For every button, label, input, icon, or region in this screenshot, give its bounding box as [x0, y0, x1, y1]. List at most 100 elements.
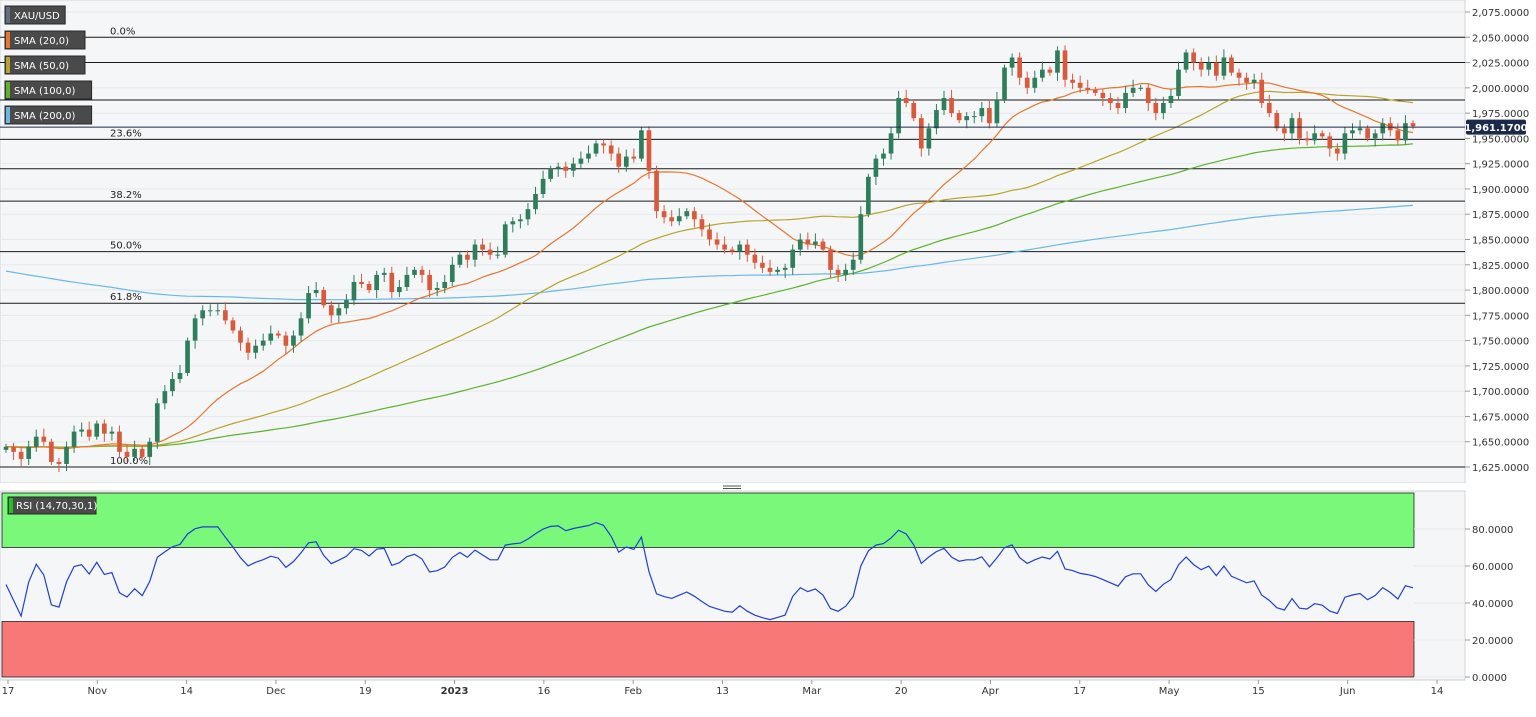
candle	[586, 145, 591, 163]
candle	[139, 445, 145, 460]
legend-item[interactable]: SMA (100,0)	[4, 80, 93, 100]
candle	[881, 148, 886, 166]
candle	[510, 217, 516, 233]
time-tick-label: 20	[895, 686, 908, 697]
candle	[1312, 125, 1317, 145]
candle	[344, 294, 349, 315]
legend-item-label: SMA (50,0)	[14, 61, 69, 72]
candle	[1123, 85, 1128, 114]
candle	[351, 274, 357, 306]
candle	[949, 89, 954, 118]
candle	[722, 236, 727, 254]
candle	[639, 127, 644, 162]
candle	[646, 126, 652, 179]
candle	[374, 270, 379, 299]
fib-level-label: 38.2%	[110, 190, 142, 201]
candle	[328, 301, 334, 324]
time-tick-label: Jun	[1339, 686, 1356, 697]
candle	[147, 437, 153, 465]
legend-item[interactable]: SMA (200,0)	[4, 105, 93, 125]
sma-100-line	[6, 143, 1414, 448]
candle	[1304, 131, 1310, 146]
candle	[389, 266, 395, 299]
candle	[1153, 97, 1159, 121]
candle	[548, 165, 553, 182]
candle	[866, 173, 871, 218]
candle	[502, 221, 508, 258]
candle	[1259, 72, 1265, 109]
price-tick-label: 1,675.0000	[1472, 412, 1529, 423]
candle	[1130, 79, 1136, 97]
candle	[1092, 86, 1098, 96]
candle	[268, 325, 274, 345]
candle	[102, 419, 107, 442]
candle	[593, 140, 599, 157]
candle	[71, 425, 77, 453]
candle	[979, 101, 985, 123]
candle	[790, 244, 796, 275]
candle	[313, 281, 319, 298]
rsi-tick-label: 60.0000	[1472, 562, 1513, 573]
candle	[465, 250, 470, 268]
legend-item[interactable]: SMA (50,0)	[4, 55, 86, 75]
candle	[170, 371, 175, 397]
candle	[223, 302, 228, 325]
candle	[661, 205, 667, 224]
price-tick-label: 1,925.0000	[1472, 160, 1529, 171]
candle	[987, 100, 992, 129]
sma-200-line	[5, 204, 1414, 301]
time-tick-label: 14	[1431, 686, 1444, 697]
price-tick-label: 1,650.0000	[1472, 438, 1529, 449]
candle	[449, 256, 455, 287]
current-price-tag: 1,961.1700	[1464, 119, 1528, 135]
candle	[1229, 54, 1234, 76]
candle	[1372, 129, 1378, 147]
candle	[1198, 57, 1204, 77]
candle	[480, 238, 485, 256]
candle	[608, 140, 614, 161]
rsi-legend-label: RSI (14,70,30,1)	[16, 501, 97, 512]
candle	[820, 238, 826, 253]
candle	[578, 151, 584, 169]
time-tick-label: May	[1159, 686, 1180, 697]
candle	[669, 210, 675, 227]
candle	[154, 398, 160, 449]
candle	[744, 239, 750, 262]
candle	[805, 232, 811, 250]
candle	[1251, 73, 1257, 89]
rsi-tick-label: 40.0000	[1472, 599, 1513, 610]
candle	[1085, 79, 1091, 94]
candle	[956, 110, 962, 124]
rsi-overbought-zone	[1, 492, 1415, 548]
splitter-handle-icon[interactable]	[723, 485, 741, 489]
legend-item[interactable]: XAU/USD	[4, 5, 66, 25]
panel-splitter[interactable]	[0, 483, 1465, 491]
candle	[571, 157, 576, 177]
legend-item-label: XAU/USD	[14, 11, 60, 22]
candle	[245, 337, 251, 360]
candle	[1236, 68, 1242, 86]
rsi-legend: RSI (14,70,30,1)	[7, 496, 97, 515]
candle	[873, 154, 879, 185]
legend-item[interactable]: SMA (20,0)	[4, 30, 86, 50]
candle	[321, 287, 327, 309]
candle	[525, 203, 531, 226]
candle	[1145, 83, 1151, 112]
candle	[427, 269, 432, 298]
candle	[1115, 96, 1121, 115]
candle	[291, 330, 296, 353]
price-tick-label: 1,750.0000	[1472, 337, 1529, 348]
time-tick-label: Dec	[266, 686, 285, 697]
candle	[934, 104, 939, 135]
candle	[926, 123, 932, 156]
candle	[283, 331, 289, 354]
candle	[1161, 96, 1166, 120]
candle	[1244, 72, 1249, 90]
fib-level-label: 0.0%	[110, 26, 135, 37]
candle	[563, 161, 569, 178]
candle	[888, 127, 894, 160]
candle	[11, 442, 16, 460]
candle	[434, 281, 440, 297]
